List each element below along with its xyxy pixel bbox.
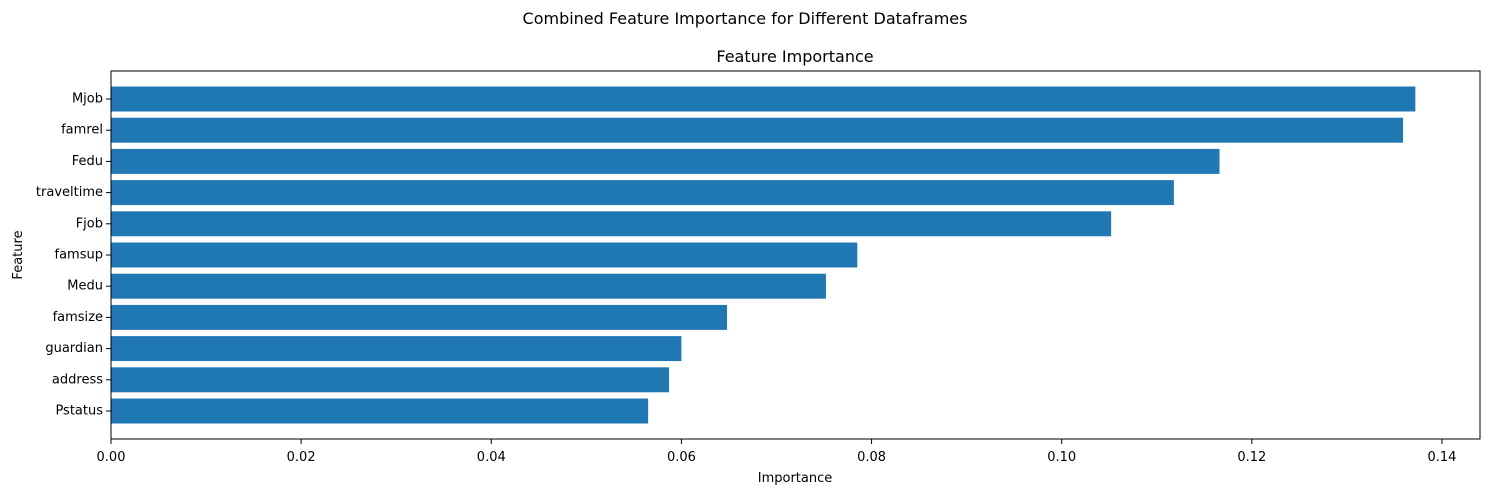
y-tick-label: Mjob (72, 92, 103, 107)
y-tick-label: famrel (61, 123, 103, 138)
x-tick-label: 0.14 (1427, 450, 1456, 465)
x-tick-label: 0.10 (1047, 450, 1076, 465)
y-tick-label: address (52, 372, 103, 387)
y-tick-label: Fedu (72, 154, 103, 169)
x-tick-label: 0.06 (667, 450, 696, 465)
bar-Medu (111, 273, 826, 299)
bar-Fjob (111, 211, 1112, 237)
bar-guardian (111, 336, 682, 362)
y-tick-label: guardian (45, 341, 103, 356)
y-tick-label: Medu (67, 279, 103, 294)
bar-Pstatus (111, 398, 649, 424)
x-axis-label: Importance (758, 471, 833, 486)
bar-famsize (111, 304, 728, 330)
y-axis-label: Feature (11, 230, 26, 279)
bar-traveltime (111, 180, 1174, 206)
bar-Mjob (111, 86, 1416, 112)
x-tick-label: 0.08 (857, 450, 886, 465)
y-tick-label: Pstatus (55, 404, 103, 419)
x-tick-label: 0.04 (477, 450, 506, 465)
bar-address (111, 367, 670, 393)
y-tick-label: traveltime (36, 185, 103, 200)
plot-area-frame (110, 70, 1481, 440)
y-tick-label: Fjob (76, 216, 103, 231)
x-tick-label: 0.12 (1237, 450, 1266, 465)
chart-suptitle: Combined Feature Importance for Differen… (523, 9, 968, 28)
bar-famsup (111, 242, 858, 268)
y-axis-ticks: Mjob famrel Fedu traveltime Fjob famsup Medu fa… (36, 92, 111, 419)
chart-title: Feature Importance (716, 47, 873, 66)
bar-famrel (111, 117, 1403, 143)
y-tick-label: famsup (55, 248, 103, 263)
y-tick-label: famsize (53, 310, 103, 325)
x-tick-label: 0.00 (97, 450, 126, 465)
bar-Fedu (111, 148, 1220, 174)
x-axis-ticks: 0.00 0.02 0.04 0.06 0.08 0.10 0.12 0.14 (97, 439, 1456, 465)
bars-layer (111, 86, 1416, 424)
x-tick-label: 0.02 (287, 450, 316, 465)
